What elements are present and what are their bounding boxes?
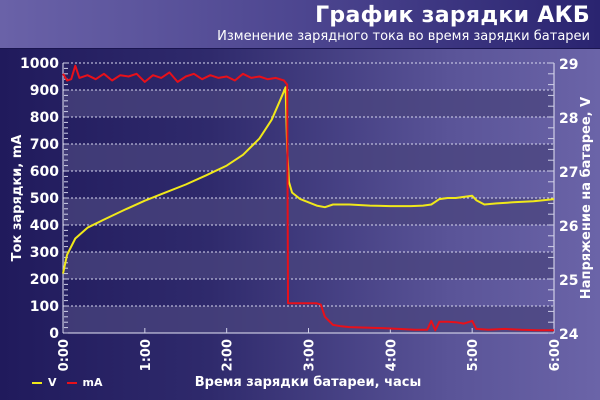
y-left-axis-title: Ток зарядки, mA [10, 135, 25, 262]
y-left-tick-label: 300 [30, 245, 59, 261]
y-left-tick-label: 500 [30, 191, 59, 207]
x-tick-label: 3:00 [303, 339, 318, 371]
y-left-tick-label: 600 [30, 164, 59, 180]
x-tick-label: 6:00 [548, 339, 563, 371]
chart-header: График зарядки АКБ Изменение зарядного т… [0, 0, 600, 49]
y-left-tick-label: 200 [30, 272, 59, 288]
legend: V mA [32, 376, 107, 389]
y-right-ticks: 24 25 26 27 28 29 [559, 57, 579, 343]
y-left-tick-label: 900 [30, 83, 59, 99]
legend-item-current: mA [66, 376, 103, 389]
y-left-tick-label: 400 [30, 218, 59, 234]
legend-label: mA [82, 376, 103, 389]
x-tick-label: 5:00 [466, 339, 481, 371]
y-right-axis-title: Напряжение на батарее, V [579, 97, 594, 299]
legend-label: V [48, 376, 57, 389]
y-left-tick-label: 0 [49, 326, 59, 342]
chart-subtitle: Изменение зарядного тока во время зарядк… [217, 29, 590, 44]
y-right-tick-label: 25 [559, 273, 578, 289]
y-right-tick-label: 24 [559, 327, 579, 343]
legend-item-voltage: V [32, 376, 57, 389]
y-left-tick-label: 700 [30, 137, 59, 153]
axes [62, 62, 555, 334]
x-ticks: 0:00 1:00 2:00 3:00 4:00 5:00 6:00 [57, 339, 563, 371]
y-right-tick-label: 27 [559, 165, 578, 181]
x-tick-label: 0:00 [57, 339, 72, 371]
plot-bands [63, 90, 554, 333]
current-line [62, 64, 554, 332]
y-left-ticks: 0 100 200 300 400 500 600 700 800 900 1000 [20, 56, 59, 342]
plot-band [63, 252, 554, 279]
chart-title: График зарядки АКБ [315, 3, 590, 28]
y-right-tick-label: 28 [559, 111, 578, 127]
series [62, 64, 555, 332]
voltage-line [62, 86, 555, 274]
voltage-swatch-icon [32, 381, 42, 384]
plot-band [63, 90, 554, 117]
x-tick-label: 4:00 [384, 339, 399, 371]
x-axis-title: Время зарядки батареи, часы [195, 375, 421, 390]
plot-band [63, 144, 554, 171]
x-tick-label: 2:00 [221, 339, 236, 371]
current-swatch-icon [66, 381, 77, 384]
y-right-tick-label: 29 [559, 57, 578, 73]
y-left-tick-label: 800 [30, 110, 59, 126]
y-left-tick-label: 100 [30, 299, 59, 315]
x-tick-label: 1:00 [139, 339, 154, 371]
y-right-tick-label: 26 [559, 219, 578, 235]
y-left-tick-label: 1000 [20, 56, 59, 72]
